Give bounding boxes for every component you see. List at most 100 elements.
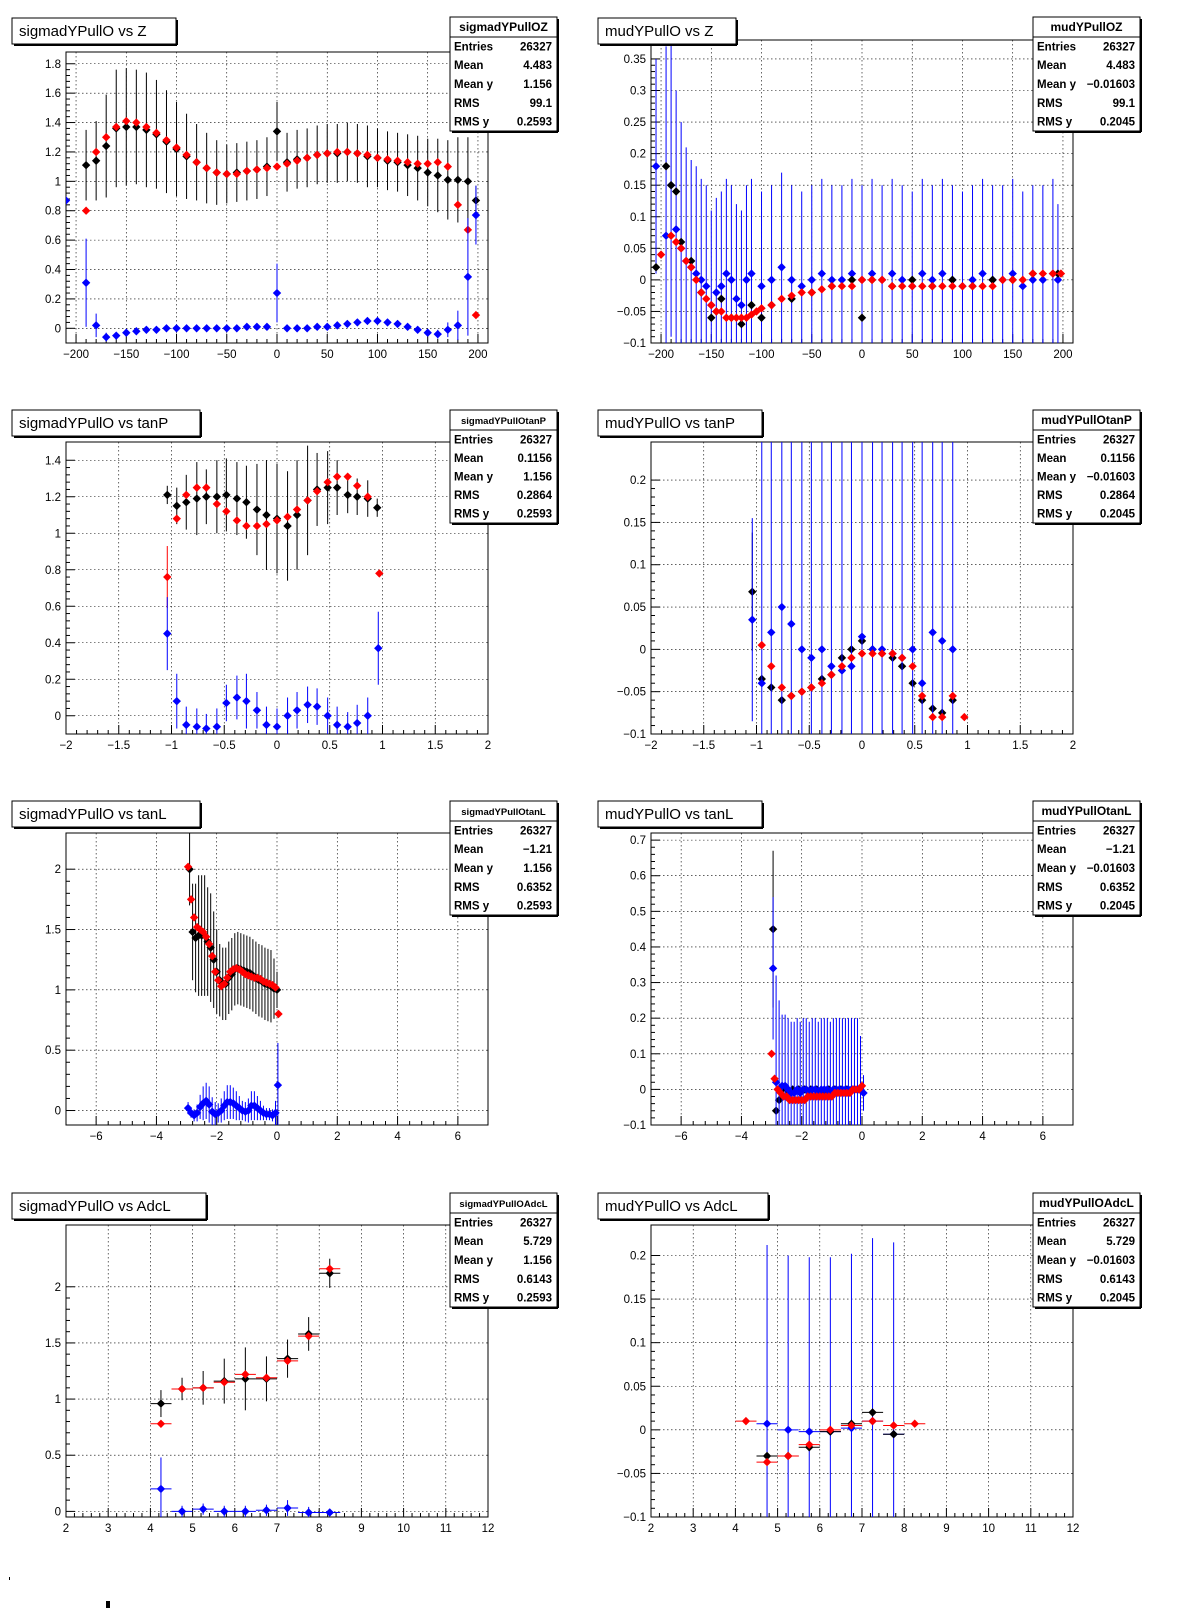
y-tick-label: 0.2 — [630, 1013, 646, 1025]
stats-label: RMS — [454, 882, 480, 894]
y-tick-label: −0.05 — [617, 687, 646, 699]
data-point — [661, 231, 671, 240]
data-point — [837, 662, 847, 671]
data-point — [857, 649, 867, 658]
y-tick-label: 0.05 — [624, 243, 646, 255]
stats-label: Entries — [454, 1217, 493, 1229]
data-point — [332, 472, 342, 481]
y-tick-label: 0.7 — [630, 835, 646, 847]
data-point — [304, 1331, 313, 1341]
data-point — [182, 150, 191, 160]
stats-value: 26327 — [520, 1217, 552, 1229]
data-point — [272, 516, 282, 525]
data-point — [302, 324, 312, 333]
data-point — [232, 516, 242, 525]
data-point — [1028, 269, 1038, 278]
data-point — [252, 521, 262, 531]
data-point — [847, 653, 856, 663]
data-point — [192, 324, 201, 333]
data-point — [272, 162, 282, 171]
data-point — [737, 319, 746, 329]
data-point — [156, 1399, 166, 1408]
data-point — [453, 200, 463, 210]
stats-label: Mean — [454, 1236, 483, 1248]
data-point — [762, 1419, 772, 1428]
data-point — [413, 163, 422, 173]
data-point — [707, 313, 716, 322]
data-point — [868, 649, 877, 658]
data-point — [888, 649, 897, 658]
stats-value: 1.156 — [523, 863, 552, 875]
data-point — [241, 1370, 250, 1379]
y-tick-label: 0 — [640, 275, 646, 287]
data-point — [302, 153, 312, 163]
data-point — [312, 702, 322, 711]
stats-value: 0.6352 — [517, 882, 552, 894]
data-point — [182, 720, 191, 730]
data-point — [220, 1378, 229, 1387]
data-point — [183, 1103, 193, 1113]
data-point — [241, 1374, 250, 1384]
data-point — [206, 943, 215, 952]
data-point — [292, 505, 302, 514]
x-tick-label: 0 — [274, 740, 280, 752]
data-point — [256, 1106, 265, 1115]
data-point — [172, 514, 181, 523]
data-point — [192, 722, 202, 731]
data-point — [827, 670, 836, 679]
data-point — [242, 696, 251, 706]
data-point — [958, 281, 967, 291]
chart-panel: −6 −4 −2 0 2 4 6 −0.1 0 0.1 0.2 0.3 0.4 0.5 0.6 0.7 mudY… — [597, 800, 1142, 1143]
y-tick-label: 0.8 — [45, 206, 61, 218]
data-point — [81, 160, 91, 170]
data-point — [877, 275, 887, 285]
data-point — [671, 187, 681, 196]
data-point — [847, 662, 856, 671]
data-point — [807, 653, 816, 663]
data-point — [223, 973, 232, 982]
data-point — [826, 1425, 835, 1435]
data-point — [807, 275, 816, 285]
data-point — [968, 281, 977, 291]
stats-title: sigmadYPullOAdcL — [459, 1199, 547, 1210]
data-point — [226, 967, 235, 976]
data-point — [253, 1103, 262, 1113]
data-point — [908, 281, 917, 291]
data-point — [854, 1085, 864, 1094]
stats-label: Entries — [1037, 825, 1076, 837]
data-point — [222, 698, 231, 708]
data-point — [332, 483, 342, 492]
stats-value: −1.21 — [1106, 844, 1136, 856]
x-tick-label: −0.5 — [213, 740, 236, 752]
data-point — [172, 143, 181, 152]
data-point — [656, 250, 666, 259]
data-point — [283, 512, 292, 522]
data-point — [1008, 269, 1017, 278]
data-point — [220, 979, 229, 989]
y-tick-label: 0 — [640, 644, 646, 656]
data-point — [978, 269, 987, 278]
y-tick-label: 0 — [55, 323, 61, 335]
data-layer — [150, 1258, 341, 1517]
data-point — [797, 288, 806, 297]
data-point — [717, 294, 726, 304]
y-tick-label: 0.2 — [45, 294, 61, 306]
data-point — [312, 487, 322, 496]
data-point — [283, 1503, 292, 1513]
x-tick-label: 11 — [440, 1523, 452, 1535]
x-tick-label: 4 — [147, 1523, 154, 1535]
x-tick-label: −200 — [648, 349, 674, 361]
stats-label: RMS — [1037, 490, 1063, 502]
data-point — [222, 507, 231, 516]
data-point — [737, 313, 746, 322]
data-point — [204, 1100, 214, 1109]
data-point — [212, 722, 222, 731]
data-point — [783, 1451, 793, 1461]
data-point — [797, 281, 806, 291]
data-layer — [183, 833, 283, 1125]
canvas-mark — [106, 1601, 110, 1608]
data-point — [423, 168, 432, 177]
data-point — [928, 628, 937, 637]
data-point — [859, 1088, 868, 1098]
y-tick-label: 0.15 — [624, 517, 646, 529]
